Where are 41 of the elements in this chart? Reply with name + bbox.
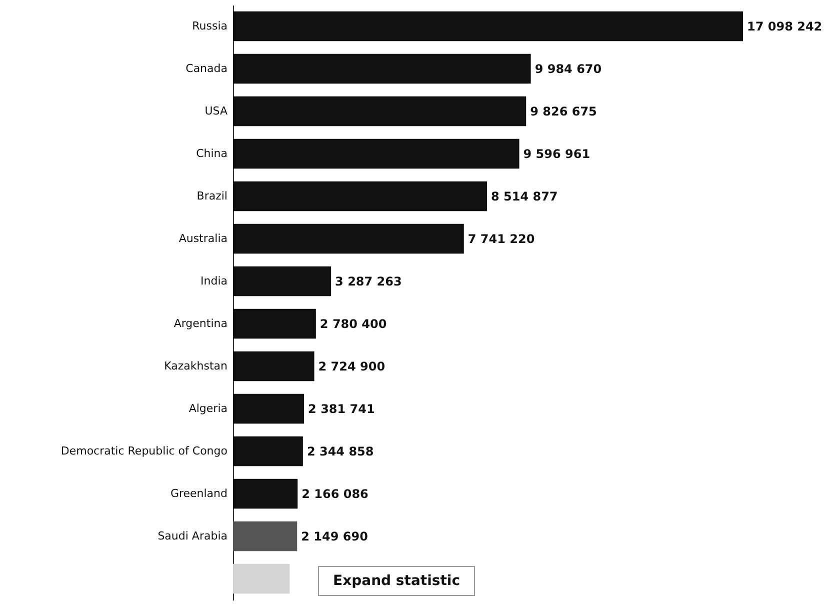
bar: [233, 96, 526, 126]
bar: [233, 308, 316, 339]
data-label: 9 826 675: [530, 104, 597, 118]
data-label: 9 596 961: [523, 146, 590, 161]
bar: [233, 181, 487, 212]
bar: [233, 266, 332, 296]
bar: [233, 394, 304, 424]
data-label: 2 166 086: [302, 486, 368, 501]
expand-button: Expand statistic: [318, 566, 476, 596]
bar: [233, 478, 298, 509]
y-tick-label: China: [196, 146, 228, 160]
bar: [233, 11, 743, 42]
bar: [233, 436, 303, 466]
y-tick-label: Democratic Republic of Congo: [60, 444, 228, 458]
y-tick-label: India: [200, 274, 228, 288]
y-tick-label: Argentina: [174, 316, 228, 330]
bar: [233, 138, 520, 169]
bar: [233, 521, 298, 552]
data-label: 8 514 877: [490, 189, 558, 204]
data-label: 2 724 900: [318, 359, 386, 374]
y-tick-label: Australia: [178, 232, 228, 245]
y-tick-label: Algeria: [188, 402, 228, 415]
data-label: 9 984 670: [534, 62, 602, 76]
data-label: 3 287 263: [335, 274, 402, 288]
y-tick-label: Brazil: [196, 189, 228, 202]
y-tick-label: Russia: [192, 19, 228, 32]
data-label: 7 741 220: [468, 232, 535, 246]
y-tick-label: USA: [204, 104, 228, 118]
y-tick-label: Canada: [186, 62, 228, 75]
bar: [233, 224, 464, 254]
data-label: 17 098 242: [747, 19, 822, 34]
bar: [233, 351, 314, 382]
data-label: 2 149 690: [301, 529, 368, 544]
data-label: 2 344 858: [306, 444, 374, 458]
y-tick-label: Greenland: [170, 486, 228, 500]
y-tick-label: Kazakhstan: [164, 359, 228, 372]
bar: [233, 54, 531, 84]
y-tick-label: Saudi Arabia: [158, 529, 228, 542]
bar: [233, 564, 290, 594]
data-label: 2 381 741: [308, 402, 375, 416]
data-label: 2 780 400: [320, 316, 387, 331]
